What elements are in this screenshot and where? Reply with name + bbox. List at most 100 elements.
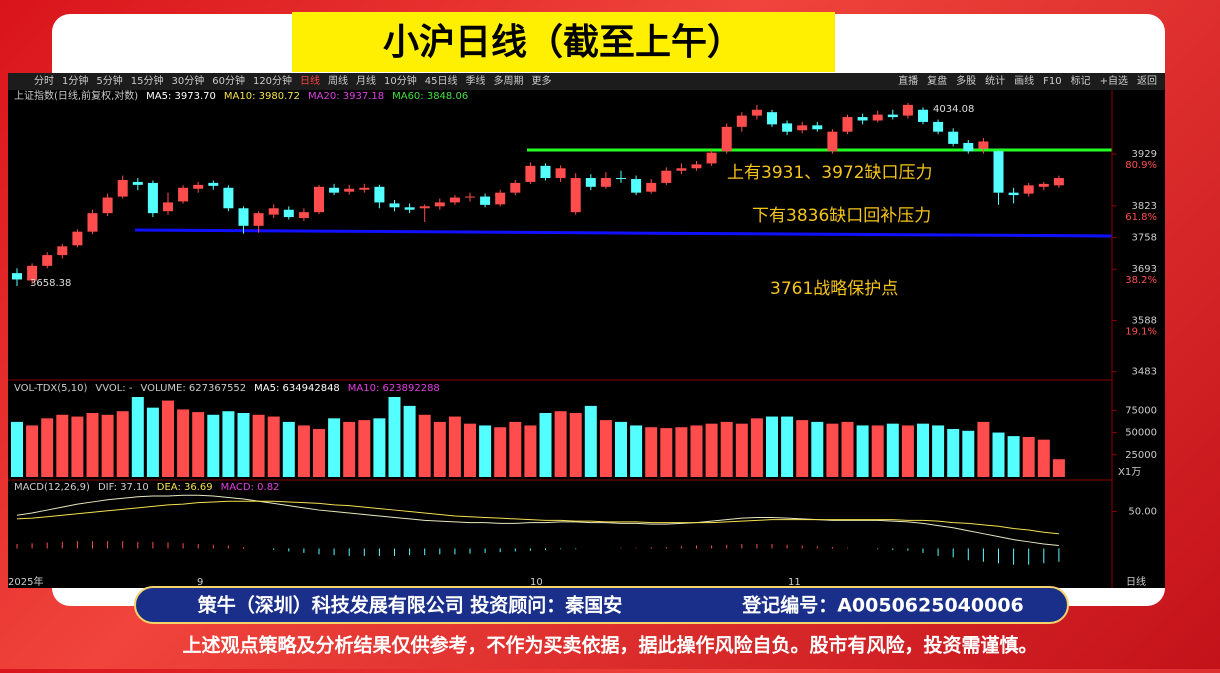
tab[interactable]: 30分钟 xyxy=(171,74,204,87)
volume-bar xyxy=(162,400,174,477)
candle-body xyxy=(570,178,581,213)
volume-bar xyxy=(539,413,552,477)
tab[interactable]: 周线 xyxy=(328,74,348,87)
x-label: 10 xyxy=(530,577,543,588)
candle-body xyxy=(27,265,38,281)
footer-pill xyxy=(134,586,1069,624)
y-tick-label: 3588 xyxy=(1132,315,1157,326)
candle-body xyxy=(691,164,702,169)
volume-bar xyxy=(781,416,794,477)
volume-bar xyxy=(343,421,356,477)
volume-bar xyxy=(418,414,431,477)
tab[interactable]: 5分钟 xyxy=(96,74,122,87)
tab[interactable]: 更多 xyxy=(532,74,552,87)
annotation: 3761战略保护点 xyxy=(770,279,898,299)
tool-button[interactable]: 标记 xyxy=(1071,75,1091,87)
candle-body xyxy=(298,212,309,219)
candle-body xyxy=(918,109,928,122)
volume-bar xyxy=(86,413,99,477)
tab[interactable]: 月线 xyxy=(356,74,376,87)
candle-body xyxy=(193,184,204,189)
tab[interactable]: 1分钟 xyxy=(62,74,88,87)
tab[interactable]: 日线 xyxy=(300,74,320,87)
volume-bar xyxy=(192,412,205,477)
candle-body xyxy=(57,246,68,256)
volume-bar xyxy=(720,421,733,477)
tab[interactable]: 季线 xyxy=(466,74,486,87)
volume-bar xyxy=(252,414,265,477)
volume-bar xyxy=(509,421,522,477)
candle-body xyxy=(117,179,128,197)
volume-bar xyxy=(962,430,975,477)
candle-body xyxy=(631,179,642,193)
tool-button[interactable]: 统计 xyxy=(985,74,1005,87)
volume-bar xyxy=(71,416,84,477)
tool-button[interactable]: 画线 xyxy=(1014,74,1034,87)
tool-button[interactable]: F10 xyxy=(1043,76,1061,87)
candle-body xyxy=(465,196,475,198)
candle-body xyxy=(510,182,521,193)
candle-body xyxy=(842,117,853,132)
candle-body xyxy=(857,117,868,121)
registration: 登记编号：A0050625040006 xyxy=(741,594,1024,617)
candle-body xyxy=(480,196,491,205)
volume-bar xyxy=(373,418,386,477)
candle-body xyxy=(782,123,793,132)
candle-body xyxy=(736,115,747,127)
tab[interactable]: 分时 xyxy=(34,75,54,87)
tool-button[interactable]: 复盘 xyxy=(927,74,947,87)
tab[interactable]: 多周期 xyxy=(494,74,524,87)
candle-body xyxy=(389,203,400,208)
tab[interactable]: 45日线 xyxy=(425,74,458,87)
candle-body xyxy=(600,178,611,187)
volume-bar xyxy=(11,421,23,477)
banner xyxy=(292,12,835,72)
volume-bar xyxy=(554,411,567,477)
candle-body xyxy=(1053,178,1064,186)
y-tick-label: 3823 xyxy=(1132,201,1157,212)
candle-body xyxy=(208,182,219,186)
candle-body xyxy=(72,231,83,246)
volume-bar xyxy=(237,413,250,477)
fib-label: 19.1% xyxy=(1125,326,1157,337)
legend-item: MA10: 3980.72 xyxy=(224,91,300,102)
candle-body xyxy=(495,192,506,205)
candle-body xyxy=(42,255,53,266)
tool-button[interactable]: 直播 xyxy=(898,74,918,87)
tab[interactable]: 120分钟 xyxy=(253,74,292,87)
tool-button[interactable]: 返回 xyxy=(1137,75,1157,87)
volume-bar xyxy=(841,421,854,477)
fib-label: 38.2% xyxy=(1125,275,1157,286)
candle-body xyxy=(268,208,279,215)
candle-body xyxy=(163,202,173,212)
fib-label: 80.9% xyxy=(1125,160,1157,171)
volume-bar xyxy=(328,418,341,477)
candle-body xyxy=(827,131,838,152)
volume-bar xyxy=(479,425,492,477)
volume-bar xyxy=(705,423,718,477)
candle-body xyxy=(721,126,732,152)
toolbar xyxy=(8,73,1165,90)
volume-bar xyxy=(448,416,461,477)
company: 策牛（深圳）科技发展有限公司 投资顾问：秦国安 xyxy=(198,594,623,617)
x-label: 11 xyxy=(788,577,801,588)
tab[interactable]: 10分钟 xyxy=(384,74,417,87)
volume-bar xyxy=(660,428,673,477)
legend-item: MA5: 634942848 xyxy=(254,383,340,394)
candle-body xyxy=(555,168,566,179)
volume-bar xyxy=(871,425,884,477)
candle-body xyxy=(751,109,762,116)
tool-button[interactable]: +自选 xyxy=(1100,74,1128,87)
volume-bar xyxy=(766,416,778,477)
tool-button[interactable]: 多股 xyxy=(956,74,976,87)
tab[interactable]: 60分钟 xyxy=(212,74,245,87)
candle-body xyxy=(676,168,687,171)
volume-bar xyxy=(524,425,537,477)
tab[interactable]: 15分钟 xyxy=(131,74,164,87)
candle-body xyxy=(706,152,717,164)
candle-body xyxy=(797,125,808,131)
support-line xyxy=(134,228,1113,238)
candle-body xyxy=(449,197,460,203)
